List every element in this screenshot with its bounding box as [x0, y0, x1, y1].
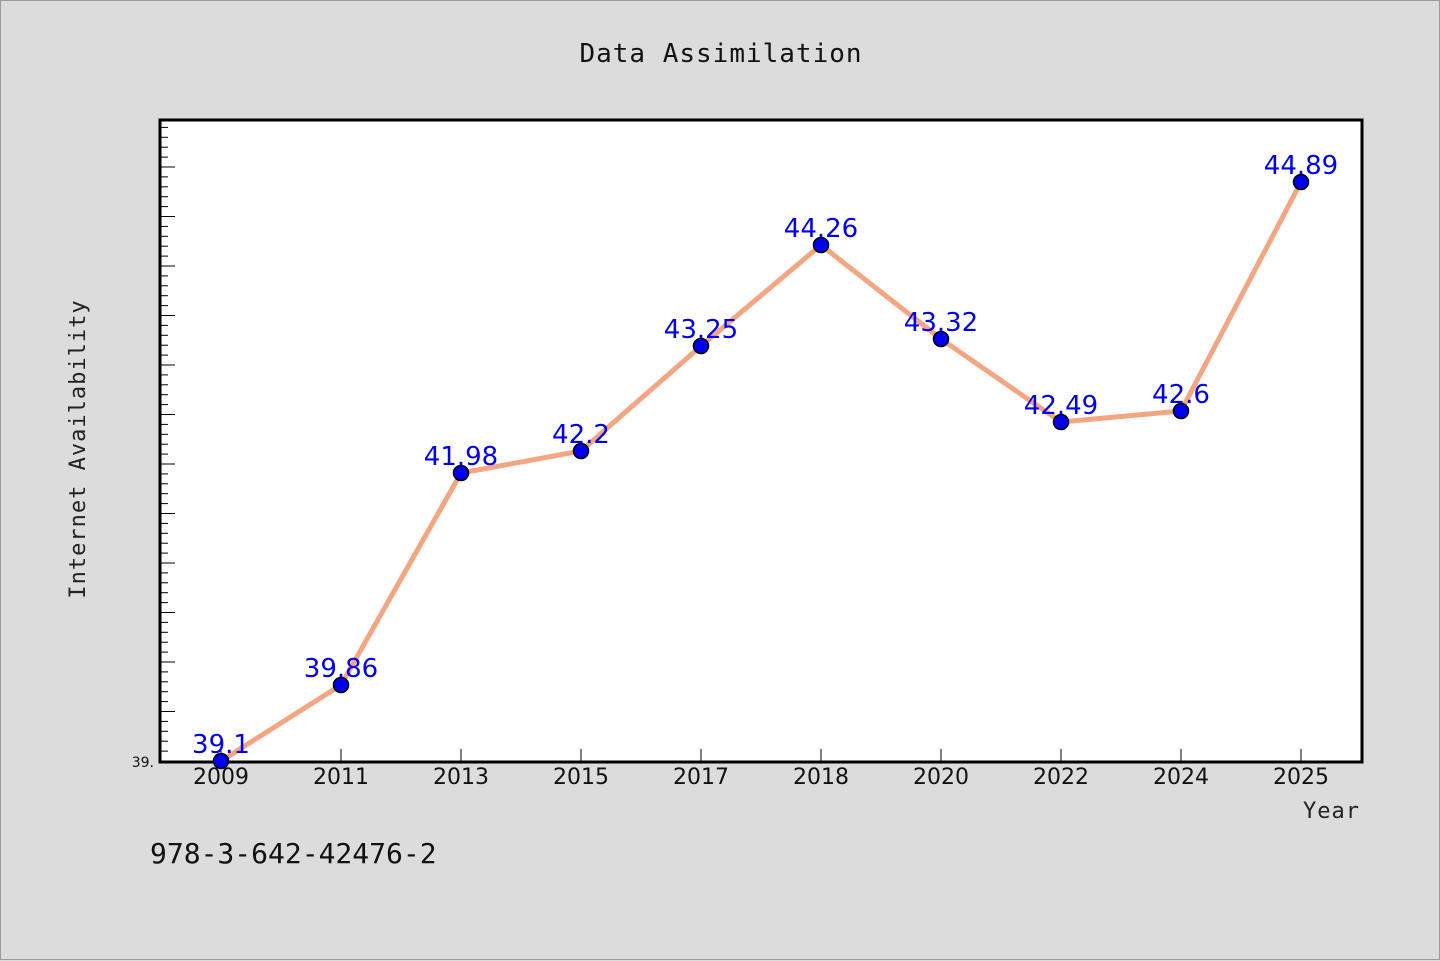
- x-tick-label: 2017: [673, 765, 729, 790]
- series-line-group: [218, 179, 1304, 764]
- data-label: 44.26: [784, 214, 858, 244]
- x-tick-label: 2024: [1153, 765, 1209, 790]
- y-tick-label: 39.: [132, 755, 154, 771]
- data-point: [812, 236, 830, 254]
- data-point: [452, 464, 470, 482]
- data-label: 39.86: [304, 654, 378, 684]
- data-point: [572, 442, 590, 460]
- x-tick-label: 2022: [1033, 765, 1089, 790]
- data-label: 42.2: [552, 420, 610, 450]
- data-labels: 39.1 39.86 41.98 42.2 43.25 44.26 43.32 42.49 42…: [192, 151, 1338, 760]
- x-tick-label: 2018: [793, 765, 849, 790]
- data-point: [1292, 173, 1310, 191]
- x-tick-label: 2020: [913, 765, 969, 790]
- data-label: 43.25: [664, 315, 738, 345]
- data-point: [332, 676, 350, 694]
- data-label: 39.1: [192, 730, 250, 760]
- x-tick-label: 2011: [313, 765, 369, 790]
- data-label: 41.98: [424, 442, 498, 472]
- data-label: 42.6: [1152, 380, 1210, 410]
- data-point: [932, 330, 950, 348]
- data-label: 43.32: [904, 308, 978, 338]
- data-label: 44.89: [1264, 151, 1338, 181]
- x-tick-label: 2025: [1273, 765, 1329, 790]
- data-point: [1172, 402, 1190, 420]
- x-tick-label: 2013: [433, 765, 489, 790]
- series-line: [218, 179, 1304, 764]
- x-axis-ticks: 2009 2011 2013 2015 2017 2018 2020 2022 2024 2025: [193, 749, 1329, 790]
- y-axis-ticks: [161, 126, 175, 762]
- x-axis-label: Year: [1303, 799, 1360, 824]
- data-label: 42.49: [1024, 391, 1098, 421]
- y-axis-label: Internet Availability: [66, 299, 91, 598]
- data-point: [1052, 413, 1070, 431]
- isbn-text: 978-3-642-42476-2: [150, 837, 437, 870]
- data-point: [212, 752, 230, 770]
- data-markers: [212, 173, 1310, 770]
- chart-title: Data Assimilation: [579, 39, 862, 69]
- data-point: [692, 337, 710, 355]
- x-tick-label: 2015: [553, 765, 609, 790]
